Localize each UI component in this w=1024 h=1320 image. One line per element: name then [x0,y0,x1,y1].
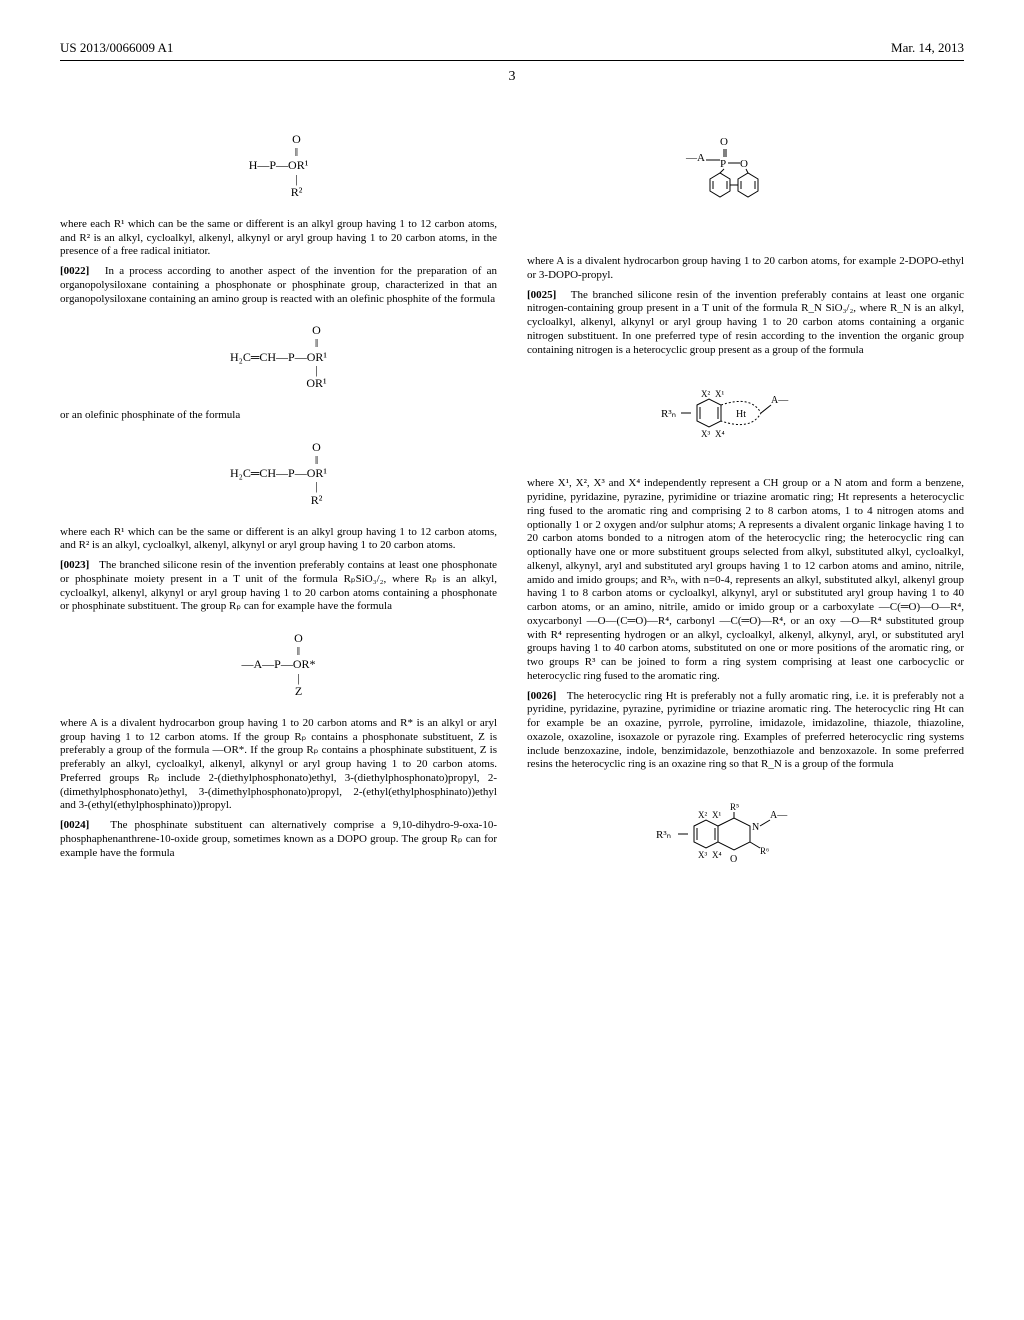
body-text: In a process according to another aspect… [60,265,497,305]
formula-oxazine: R³ₙ X² X¹ X³ X⁴ R⁵ N A— [527,790,964,884]
formula-label: OR¹ [306,376,326,390]
body-text: where A is a divalent hydrocarbon group … [527,255,964,281]
formula-label: | [315,479,317,493]
right-column: —A O P O [527,115,964,902]
svg-text:P: P [720,158,726,170]
svg-text:X³: X³ [701,429,710,439]
page-header: US 2013/0066009 A1 Mar. 14, 2013 [60,40,964,61]
svg-text:A—: A— [770,810,788,821]
svg-text:O: O [720,136,728,148]
formula-label: | [295,172,297,186]
svg-text:X¹: X¹ [715,389,724,399]
formula-dopo: —A O P O [527,133,964,237]
svg-text:X¹: X¹ [712,810,721,820]
para-number: [0025] [527,289,556,301]
page-container: US 2013/0066009 A1 Mar. 14, 2013 3 O ‖ H… [0,0,1024,1320]
formula-label: R² [311,493,323,507]
formula-label: | [297,671,299,685]
formula-label: ‖ [297,644,300,658]
svg-text:X⁴: X⁴ [715,429,725,439]
formula-label: H₂C═CH—P—OR¹ [230,350,327,364]
formula-label: H—P—OR¹ [249,158,309,172]
body-text: The heterocyclic ring Ht is preferably n… [527,690,964,771]
paragraph: [0022] In a process according to another… [60,265,497,306]
formula-label: O [294,631,303,645]
dopo-structure-icon: —A O P O [676,133,816,233]
formula-label: O [312,440,321,454]
paragraph: where A is a divalent hydrocarbon group … [60,717,497,813]
paragraph: [0024] The phosphinate substituent can a… [60,819,497,860]
svg-text:X³: X³ [698,850,707,860]
formula-label: R² [291,185,303,199]
svg-text:N: N [752,822,759,833]
para-number: [0022] [60,265,89,277]
formula-label: —A—P—OR* [241,657,315,671]
formula-label: Z [295,684,302,698]
body-text: The branched silicone resin of the inven… [60,559,497,612]
svg-text:R⁶: R⁶ [760,846,769,856]
svg-text:R⁵: R⁵ [730,802,739,812]
paragraph: where X¹, X², X³ and X⁴ independently re… [527,477,964,683]
svg-text:A—: A— [771,395,789,406]
body-text: where each R¹ which can be the same or d… [60,218,497,258]
para-number: [0024] [60,819,89,831]
formula-label: O [312,323,321,337]
svg-text:Ht: Ht [736,409,746,420]
formula-heterocyclic: R³ₙ X² X¹ X³ X⁴ Ht A— [527,375,964,459]
paragraph: where each R¹ which can be the same or d… [60,526,497,554]
formula-label: H₂C═CH—P—OR¹ [230,466,327,480]
formula-label: ‖ [295,145,298,159]
paragraph: [0025] The branched silicone resin of th… [527,289,964,358]
content-columns: O ‖ H—P—OR¹ | R² where each R¹ which can… [60,115,964,902]
svg-text:O: O [740,158,748,170]
body-text: or an olefinic phosphinate of the formul… [60,409,240,421]
svg-text:R³ₙ: R³ₙ [656,829,671,841]
para-number: [0023] [60,559,89,571]
paragraph: [0026] The heterocyclic ring Ht is prefe… [527,690,964,773]
body-text: The branched silicone resin of the inven… [527,289,964,356]
svg-text:X⁴: X⁴ [712,850,722,860]
page-number: 3 [60,69,964,85]
body-text: where each R¹ which can be the same or d… [60,526,497,552]
formula-1: O ‖ H—P—OR¹ | R² [60,133,497,200]
body-text: where X¹, X², X³ and X⁴ independently re… [527,477,964,682]
para-number: [0026] [527,690,556,702]
formula-4: O ‖ —A—P—OR* | Z [60,632,497,699]
formula-2: O ‖ H₂C═CH—P—OR¹ | OR¹ [60,324,497,391]
svg-text:X²: X² [701,389,710,399]
formula-label: ‖ [315,336,318,350]
paragraph: or an olefinic phosphinate of the formul… [60,409,497,423]
formula-3: O ‖ H₂C═CH—P—OR¹ | R² [60,441,497,508]
svg-text:R³ₙ: R³ₙ [661,408,676,420]
formula-label: ‖ [315,453,318,467]
formula-label: | [315,363,317,377]
publication-date: Mar. 14, 2013 [891,40,964,56]
svg-text:O: O [730,854,737,865]
heterocyclic-structure-icon: R³ₙ X² X¹ X³ X⁴ Ht A— [661,375,831,455]
left-column: O ‖ H—P—OR¹ | R² where each R¹ which can… [60,115,497,902]
svg-text:X²: X² [698,810,707,820]
svg-text:—A: —A [685,152,705,164]
patent-number: US 2013/0066009 A1 [60,40,173,56]
formula-label: O [292,132,301,146]
paragraph: where each R¹ which can be the same or d… [60,218,497,259]
paragraph: [0023] The branched silicone resin of th… [60,559,497,614]
oxazine-structure-icon: R³ₙ X² X¹ X³ X⁴ R⁵ N A— [656,790,836,880]
body-text: where A is a divalent hydrocarbon group … [60,717,497,812]
body-text: The phosphinate substituent can alternat… [60,819,497,859]
paragraph: where A is a divalent hydrocarbon group … [527,255,964,283]
